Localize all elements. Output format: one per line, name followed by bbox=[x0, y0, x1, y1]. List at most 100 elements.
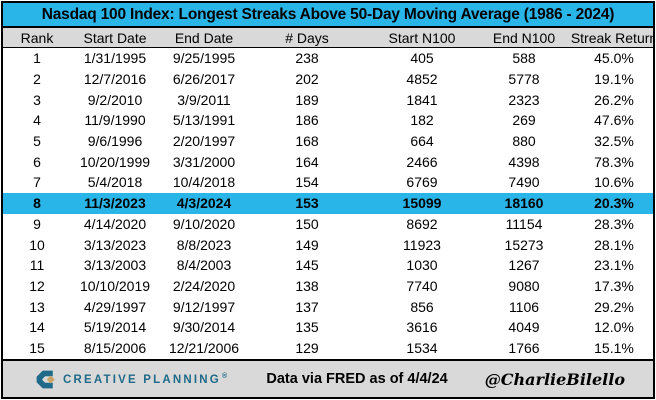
table-cell: 9080 bbox=[508, 277, 540, 294]
table-cell: 9/25/1995 bbox=[172, 50, 236, 67]
table-cell: 6 bbox=[33, 153, 41, 170]
table-cell: 23.1% bbox=[594, 257, 634, 274]
table-cell: 4/3/2024 bbox=[159, 192, 249, 214]
table-cell: 3/13/2023 bbox=[83, 236, 147, 253]
table-cell: 135 bbox=[295, 319, 319, 336]
table-cell: 6769 bbox=[406, 174, 438, 191]
table-cell: 9 bbox=[33, 215, 41, 232]
col-header-rank: Rank bbox=[3, 28, 71, 48]
table-cell: 11/3/2023 bbox=[71, 192, 159, 214]
table-row: 6 10/20/1999 3/31/2000 164 2466 4398 78.3% bbox=[3, 151, 653, 172]
table-cell: 1841 bbox=[406, 91, 438, 108]
table-cell: 1766 bbox=[508, 339, 540, 356]
table-cell: 4 bbox=[33, 112, 41, 129]
table-cell: 5/19/2014 bbox=[83, 319, 147, 336]
table-cell: 8/15/2006 bbox=[83, 339, 147, 356]
table-cell: 9/2/2010 bbox=[87, 91, 143, 108]
table-cell: 3/13/2003 bbox=[83, 257, 147, 274]
table-cell: 129 bbox=[295, 339, 319, 356]
table-row: 15 8/15/2006 12/21/2006 129 1534 1766 15.1% bbox=[3, 338, 653, 359]
table-cell: 269 bbox=[512, 112, 536, 129]
table-cell: 8/4/2003 bbox=[176, 257, 232, 274]
data-source-note: Data via FRED as of 4/4/24 bbox=[266, 371, 448, 387]
table-cell: 78.3% bbox=[594, 153, 634, 170]
table-cell: 12/21/2006 bbox=[168, 339, 240, 356]
table-cell: 10 bbox=[29, 236, 45, 253]
table-cell: 1/31/1995 bbox=[83, 50, 147, 67]
table-cell: 153 bbox=[249, 192, 365, 214]
table-cell: 164 bbox=[295, 153, 319, 170]
table-cell: 9/10/2020 bbox=[172, 215, 236, 232]
table-cell: 4852 bbox=[406, 71, 438, 88]
table-cell: 11/9/1990 bbox=[84, 112, 146, 129]
table-cell: 1267 bbox=[508, 257, 540, 274]
brand-name-text: CREATIVE PLANNING bbox=[63, 373, 221, 386]
table-cell: 1030 bbox=[406, 257, 438, 274]
table-cell: 2/24/2020 bbox=[172, 277, 236, 294]
streaks-table: Rank Start Date End Date # Days Start N1… bbox=[3, 28, 653, 359]
table-cell: 5/4/2018 bbox=[87, 174, 143, 191]
brand-logo: CREATIVE PLANNING® bbox=[35, 369, 229, 390]
table-row: 11 3/13/2003 8/4/2003 145 1030 1267 23.1% bbox=[3, 255, 653, 276]
table-cell: 18160 bbox=[479, 192, 569, 214]
table-cell: 5 bbox=[33, 133, 41, 150]
table-cell: 189 bbox=[295, 91, 319, 108]
table-cell: 26.2% bbox=[594, 91, 634, 108]
table-cell: 3 bbox=[33, 91, 41, 108]
brand-name: CREATIVE PLANNING® bbox=[63, 373, 229, 386]
table-row: 12 10/10/2019 2/24/2020 138 7740 9080 17.3% bbox=[3, 276, 653, 297]
table-cell: 2/20/1997 bbox=[172, 133, 236, 150]
table-cell: 15099 bbox=[365, 192, 479, 214]
table-cell: 238 bbox=[295, 50, 319, 67]
col-header-days: # Days bbox=[249, 28, 365, 48]
table-cell: 12 bbox=[29, 277, 45, 294]
table-cell: 7740 bbox=[406, 277, 438, 294]
table-cell: 47.6% bbox=[594, 112, 634, 129]
table-cell: 182 bbox=[410, 112, 434, 129]
table-cell: 11154 bbox=[505, 215, 543, 232]
col-header-streak-return: Streak Return bbox=[569, 28, 653, 48]
table-cell: 3/9/2011 bbox=[177, 91, 231, 108]
table-cell: 5/13/1991 bbox=[172, 112, 236, 129]
table-cell: 9/12/1997 bbox=[172, 298, 236, 315]
table-cell: 405 bbox=[410, 50, 434, 67]
table-cell: 856 bbox=[410, 298, 434, 315]
table-cell: 20.3% bbox=[569, 192, 653, 214]
table-cell: 1106 bbox=[508, 298, 540, 315]
table-cell: 10/4/2018 bbox=[172, 174, 236, 191]
table-cell: 8/8/2023 bbox=[176, 236, 232, 253]
table-cell: 4/29/1997 bbox=[83, 298, 147, 315]
registered-mark: ® bbox=[221, 372, 230, 380]
table-cell: 4049 bbox=[508, 319, 540, 336]
table-cell: 28.1% bbox=[594, 236, 634, 253]
page-title: Nasdaq 100 Index: Longest Streaks Above … bbox=[3, 3, 653, 28]
table-cell: 3616 bbox=[406, 319, 438, 336]
table-header-row: Rank Start Date End Date # Days Start N1… bbox=[3, 28, 653, 48]
table-row: 10 3/13/2023 8/8/2023 149 11923 15273 28.1% bbox=[3, 234, 653, 255]
table-cell: 8692 bbox=[406, 215, 438, 232]
table-row: 1 1/31/1995 9/25/1995 238 405 588 45.0% bbox=[3, 48, 653, 69]
table-cell: 588 bbox=[512, 50, 536, 67]
table-cell: 10.6% bbox=[594, 174, 634, 191]
table-cell: 7490 bbox=[508, 174, 540, 191]
table-cell: 1534 bbox=[406, 339, 438, 356]
table-cell: 149 bbox=[295, 236, 319, 253]
table-cell: 186 bbox=[295, 112, 319, 129]
table-cell: 10/10/2019 bbox=[79, 277, 151, 294]
table-cell: 10/20/1999 bbox=[79, 153, 151, 170]
table-cell: 45.0% bbox=[594, 50, 634, 67]
table-cell: 8 bbox=[3, 192, 71, 214]
table-cell: 5778 bbox=[508, 71, 540, 88]
col-header-start-date: Start Date bbox=[71, 28, 159, 48]
attribution-handle: @CharlieBilello bbox=[484, 369, 625, 389]
table-cell: 14 bbox=[29, 319, 45, 336]
table-cell: 168 bbox=[295, 133, 319, 150]
table-row: 8 11/3/2023 4/3/2024 153 15099 18160 20.3% bbox=[3, 192, 653, 214]
table-cell: 2323 bbox=[508, 91, 540, 108]
table-cell: 664 bbox=[410, 133, 434, 150]
table-cell: 4398 bbox=[508, 153, 540, 170]
table-cell: 9/6/1996 bbox=[87, 133, 143, 150]
table-cell: 4/14/2020 bbox=[83, 215, 147, 232]
table-cell: 137 bbox=[295, 298, 319, 315]
